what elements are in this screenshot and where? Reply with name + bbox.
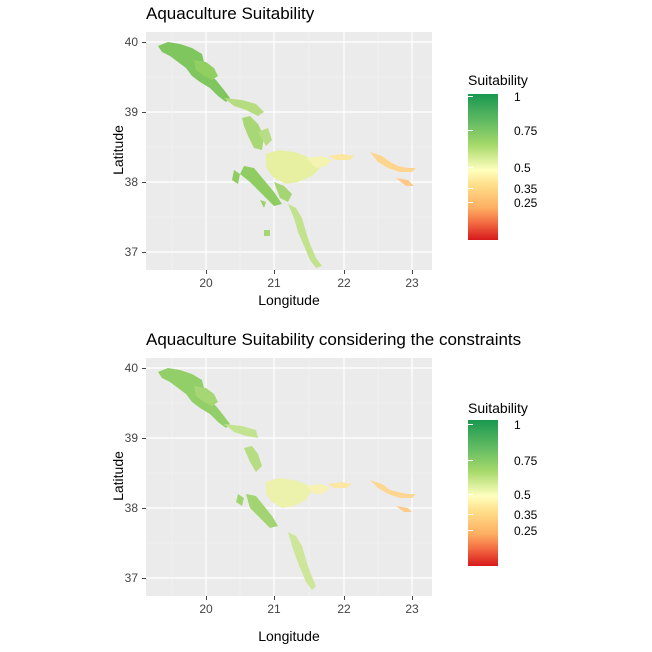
y-tick-mark: [142, 508, 146, 509]
y-tick-mark: [142, 182, 146, 183]
map-svg: [146, 358, 432, 596]
plot-suitability: Aquaculture Suitability: [110, 4, 538, 308]
legend-label: 0.75: [514, 124, 538, 138]
legend-label: 0.35: [514, 182, 538, 196]
x-tick-mark: [206, 270, 207, 274]
suitability-raster: [158, 368, 416, 590]
y-tick-label: 39: [124, 105, 138, 119]
suitability-raster: [158, 42, 416, 268]
legend-tick: [468, 96, 473, 97]
legend-label: 1: [514, 90, 521, 104]
y-tick-mark: [142, 578, 146, 579]
plot-suitability-constraints: Aquaculture Suitability considering the …: [0, 326, 652, 652]
x-tick-label: 23: [405, 602, 419, 616]
minor-gridlines: [146, 32, 432, 270]
legend-tick: [468, 460, 473, 461]
x-tick-label: 20: [199, 602, 213, 616]
x-tick-label: 23: [405, 276, 419, 290]
x-tick-mark: [344, 596, 345, 600]
x-tick-mark: [206, 596, 207, 600]
y-axis-label: Latitude: [110, 125, 126, 175]
legend-title: Suitability: [468, 72, 528, 88]
plot-title: Aquaculture Suitability: [146, 4, 315, 23]
legend-label: 1: [514, 418, 521, 432]
plot-title: Aquaculture Suitability considering the …: [146, 330, 522, 349]
legend-label: 0.25: [514, 524, 538, 538]
x-tick-label: 21: [267, 602, 281, 616]
legend-label: 0.35: [514, 508, 538, 522]
x-axis-label: Longitude: [258, 628, 320, 644]
y-tick-mark: [142, 252, 146, 253]
legend-tick: [468, 530, 473, 531]
legend-tick: [468, 514, 473, 515]
legend-tick: [468, 202, 473, 203]
x-tick-mark: [274, 270, 275, 274]
map-panel: [146, 358, 432, 596]
x-tick-mark: [274, 596, 275, 600]
y-axis-label: Latitude: [110, 451, 126, 501]
y-tick-label: 38: [124, 501, 138, 515]
x-tick-label: 22: [337, 276, 351, 290]
x-tick-mark: [412, 270, 413, 274]
legend-label: 0.5: [514, 161, 531, 175]
y-tick-label: 40: [124, 361, 138, 375]
y-tick-label: 37: [124, 571, 138, 585]
legend-label: 0.25: [514, 196, 538, 210]
x-tick-label: 22: [337, 602, 351, 616]
x-tick-mark: [344, 270, 345, 274]
legend-tick: [468, 167, 473, 168]
y-tick-label: 39: [124, 431, 138, 445]
legend-tick: [468, 424, 473, 425]
legend-tick: [468, 494, 473, 495]
y-tick-label: 40: [124, 35, 138, 49]
x-axis-label: Longitude: [258, 292, 320, 308]
legend-color-bar: [468, 420, 498, 566]
legend-label: 0.75: [514, 454, 538, 468]
y-tick-label: 38: [124, 175, 138, 189]
legend-label: 0.5: [514, 488, 531, 502]
legend-title: Suitability: [468, 400, 528, 416]
x-tick-label: 20: [199, 276, 213, 290]
x-tick-mark: [412, 596, 413, 600]
map-panel: [146, 32, 432, 270]
map-svg: [146, 32, 432, 270]
legend-color-bar: [468, 94, 498, 240]
legend-tick: [468, 130, 473, 131]
legend-tick: [468, 188, 473, 189]
x-tick-label: 21: [267, 276, 281, 290]
y-tick-mark: [142, 112, 146, 113]
y-tick-mark: [142, 438, 146, 439]
y-tick-mark: [142, 42, 146, 43]
y-tick-mark: [142, 368, 146, 369]
y-tick-label: 37: [124, 245, 138, 259]
